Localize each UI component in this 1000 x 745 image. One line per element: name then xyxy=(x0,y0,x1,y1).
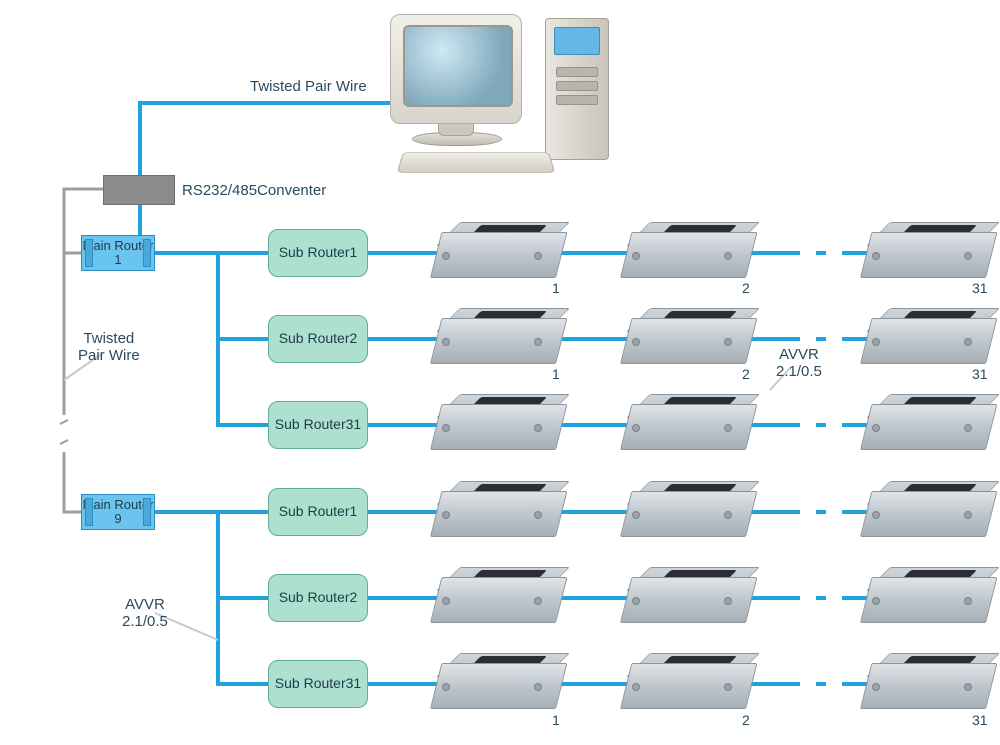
monitor xyxy=(390,14,522,124)
converter-box xyxy=(103,175,175,205)
num-r0-c0: 1 xyxy=(552,280,560,296)
sub-router-r6: Sub Router31 xyxy=(268,660,368,708)
sub-router-r1-label: Sub Router1 xyxy=(269,245,367,260)
device-r4-c2 xyxy=(860,567,986,623)
backbone-break-2 xyxy=(60,440,68,444)
sub-router-r5-label: Sub Router2 xyxy=(269,590,367,605)
device-r2-c0 xyxy=(430,394,556,450)
device-r1-c2 xyxy=(860,308,986,364)
wire-converter-stub xyxy=(64,189,103,232)
device-r4-c1 xyxy=(620,567,746,623)
bus-main1 xyxy=(155,253,268,425)
device-r0-c2 xyxy=(860,222,986,278)
control-computer xyxy=(390,14,640,179)
wire-pc-to-converter xyxy=(140,103,424,176)
device-r2-c2 xyxy=(860,394,986,450)
device-r4-c0 xyxy=(430,567,556,623)
num-r5-c2: 31 xyxy=(972,712,988,728)
device-r5-c2 xyxy=(860,653,986,709)
sub-router-r1: Sub Router1 xyxy=(268,229,368,277)
device-r3-c2 xyxy=(860,481,986,537)
sub-router-r6-label: Sub Router31 xyxy=(269,676,367,691)
label-avvr-right: AVVR 2.1/0.5 xyxy=(776,346,822,381)
num-r0-c2: 31 xyxy=(972,280,988,296)
num-r0-c1: 2 xyxy=(742,280,750,296)
num-r1-c1: 2 xyxy=(742,366,750,382)
computer-tower xyxy=(545,18,609,160)
sub-router-r4: Sub Router1 xyxy=(268,488,368,536)
monitor-screen xyxy=(403,25,513,107)
sub-router-r2-label: Sub Router2 xyxy=(269,331,367,346)
device-r3-c0 xyxy=(430,481,556,537)
device-r3-c1 xyxy=(620,481,746,537)
main-router-9: Main Router 9 xyxy=(81,494,155,530)
device-r5-c1 xyxy=(620,653,746,709)
num-r5-c1: 2 xyxy=(742,712,750,728)
label-twisted-pair-top: Twisted Pair Wire xyxy=(250,78,367,95)
bus-main9 xyxy=(155,512,268,684)
label-avvr-left: AVVR 2.1/0.5 xyxy=(122,596,168,631)
num-r5-c0: 1 xyxy=(552,712,560,728)
device-r1-c0 xyxy=(430,308,556,364)
main-router-1-label: Main Router 1 xyxy=(82,239,154,266)
keyboard xyxy=(397,152,555,173)
main-router-9-label: Main Router 9 xyxy=(82,498,154,525)
label-twisted-pair-left: Twisted Pair Wire xyxy=(78,330,140,365)
device-r0-c0 xyxy=(430,222,556,278)
device-r0-c1 xyxy=(620,222,746,278)
label-converter: RS232/485Conventer xyxy=(182,182,326,199)
device-r2-c1 xyxy=(620,394,746,450)
sub-router-r3: Sub Router31 xyxy=(268,401,368,449)
num-r1-c0: 1 xyxy=(552,366,560,382)
main-router-1: Main Router 1 xyxy=(81,235,155,271)
device-r5-c0 xyxy=(430,653,556,709)
hook-main-9 xyxy=(64,488,81,512)
sub-router-r3-label: Sub Router31 xyxy=(269,417,367,432)
sub-router-r4-label: Sub Router1 xyxy=(269,504,367,519)
device-r1-c1 xyxy=(620,308,746,364)
num-r1-c2: 31 xyxy=(972,366,988,382)
backbone-break-1 xyxy=(60,420,68,424)
sub-router-r5: Sub Router2 xyxy=(268,574,368,622)
sub-router-r2: Sub Router2 xyxy=(268,315,368,363)
